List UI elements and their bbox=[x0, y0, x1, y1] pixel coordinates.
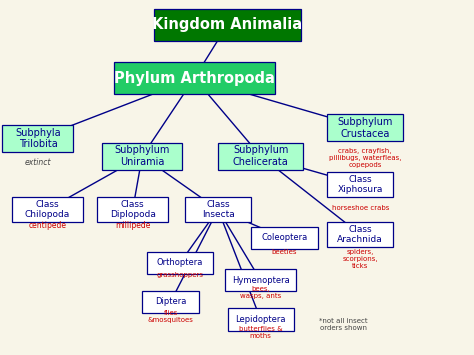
Text: Orthoptera: Orthoptera bbox=[157, 258, 203, 267]
Text: bees,
wasps, ants: bees, wasps, ants bbox=[240, 286, 282, 299]
FancyBboxPatch shape bbox=[225, 269, 296, 291]
Text: horseshoe crabs: horseshoe crabs bbox=[331, 205, 389, 211]
FancyBboxPatch shape bbox=[147, 252, 213, 274]
Text: Class
Insecta: Class Insecta bbox=[201, 200, 235, 219]
Text: millipede: millipede bbox=[115, 221, 150, 230]
FancyBboxPatch shape bbox=[142, 291, 199, 313]
FancyBboxPatch shape bbox=[102, 143, 182, 169]
Text: Class
Chilopoda: Class Chilopoda bbox=[25, 200, 70, 219]
FancyBboxPatch shape bbox=[185, 197, 251, 222]
FancyBboxPatch shape bbox=[251, 227, 318, 249]
Text: Lepidoptera: Lepidoptera bbox=[236, 315, 286, 324]
Text: crabs, crayfish,
pillibugs, waterfleas,
copepods: crabs, crayfish, pillibugs, waterfleas, … bbox=[329, 148, 401, 168]
FancyBboxPatch shape bbox=[327, 172, 393, 197]
FancyBboxPatch shape bbox=[97, 197, 168, 222]
Text: Phylum Arthropoda: Phylum Arthropoda bbox=[114, 71, 275, 86]
FancyBboxPatch shape bbox=[327, 114, 403, 141]
Text: butterflies &
moths: butterflies & moths bbox=[239, 326, 283, 339]
Text: *not all insect
orders shown: *not all insect orders shown bbox=[319, 318, 368, 331]
Text: spiders,
scorpions,
ticks: spiders, scorpions, ticks bbox=[342, 249, 378, 269]
FancyBboxPatch shape bbox=[327, 222, 393, 247]
Text: Kingdom Animalia: Kingdom Animalia bbox=[153, 17, 302, 32]
Text: grasshoppers: grasshoppers bbox=[156, 272, 204, 278]
FancyBboxPatch shape bbox=[12, 197, 83, 222]
Text: Coleoptera: Coleoptera bbox=[261, 233, 308, 242]
Text: Subphylum
Uniramia: Subphylum Uniramia bbox=[115, 146, 170, 167]
Text: centipede: centipede bbox=[28, 221, 66, 230]
Text: extinct: extinct bbox=[25, 158, 51, 167]
Text: Diptera: Diptera bbox=[155, 297, 186, 306]
Text: Class
Arachnida: Class Arachnida bbox=[337, 225, 383, 244]
Text: Class
Xiphosura: Class Xiphosura bbox=[337, 175, 383, 194]
Text: Subphylum
Crustacea: Subphylum Crustacea bbox=[337, 117, 392, 138]
FancyBboxPatch shape bbox=[218, 143, 303, 169]
Text: Class
Diplopoda: Class Diplopoda bbox=[110, 200, 155, 219]
Text: Hymenoptera: Hymenoptera bbox=[232, 276, 290, 285]
Text: Subphylum
Chelicerata: Subphylum Chelicerata bbox=[233, 146, 289, 167]
FancyBboxPatch shape bbox=[228, 308, 294, 331]
Text: flies
&mosquitoes: flies &mosquitoes bbox=[148, 310, 193, 323]
FancyBboxPatch shape bbox=[2, 125, 73, 152]
FancyBboxPatch shape bbox=[154, 9, 301, 41]
FancyBboxPatch shape bbox=[114, 62, 275, 94]
Text: beetles: beetles bbox=[272, 249, 297, 255]
Text: Subphyla
Trilobita: Subphyla Trilobita bbox=[15, 128, 61, 149]
